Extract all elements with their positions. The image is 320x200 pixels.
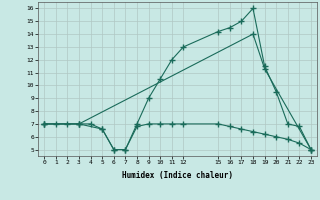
X-axis label: Humidex (Indice chaleur): Humidex (Indice chaleur) bbox=[122, 171, 233, 180]
